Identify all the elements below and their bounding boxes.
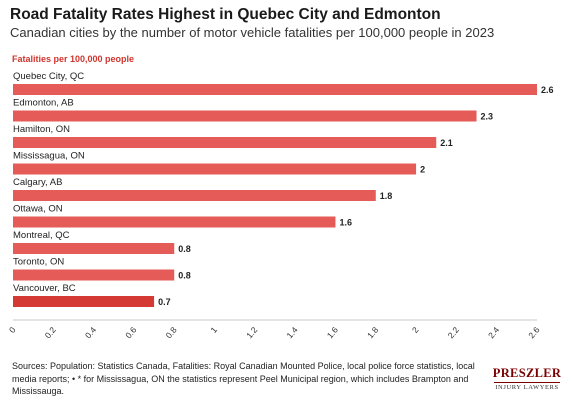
category-label: Edmonton, AB (13, 98, 74, 109)
x-tick-label: 0.2 (43, 325, 58, 341)
bar (13, 296, 155, 307)
category-label: Toronto, ON (13, 257, 64, 268)
logo-name: PRESZLER (492, 366, 562, 380)
value-label: 2.6 (541, 85, 554, 95)
x-tick-label: 1.4 (284, 325, 299, 341)
bar (13, 269, 175, 281)
category-label: Ottawa, ON (13, 204, 63, 215)
bar (13, 163, 417, 175)
category-label: Quebec City, QC (13, 71, 84, 82)
x-tick-label: 1.6 (325, 325, 340, 341)
value-label: 2.3 (481, 112, 494, 122)
bar (13, 190, 376, 201)
x-tick-label: 2 (410, 325, 421, 335)
x-tick-label: 2.6 (526, 325, 541, 341)
category-label: Calgary, AB (13, 177, 62, 188)
x-tick-label: 1.2 (244, 325, 259, 341)
x-tick-label: 2.2 (446, 325, 461, 341)
unit-label: Fatalities per 100,000 people (12, 54, 135, 64)
bar (13, 216, 336, 228)
chart-title: Road Fatality Rates Highest in Quebec Ci… (10, 6, 441, 23)
logo-divider (494, 382, 560, 383)
x-tick-label: 0.8 (163, 325, 178, 341)
chart-subtitle: Canadian cities by the number of motor v… (10, 25, 495, 40)
value-label: 2 (420, 165, 425, 175)
x-tick-label: 0.6 (123, 325, 138, 341)
x-tick-label: 1.8 (365, 325, 380, 341)
x-tick-label: 0.4 (83, 325, 98, 341)
category-label: Mississagua, ON (13, 151, 85, 162)
value-label: 0.8 (178, 271, 191, 281)
x-tick-label: 1 (208, 325, 219, 335)
bar (13, 84, 537, 95)
value-label: 2.1 (440, 138, 453, 148)
bar (13, 110, 477, 122)
value-label: 1.6 (339, 218, 352, 228)
logo-tagline: INJURY LAWYERS (495, 384, 559, 391)
bar (13, 137, 437, 148)
category-label: Hamilton, ON (13, 124, 70, 135)
x-tick-label: 0 (7, 325, 18, 335)
value-label: 1.8 (380, 191, 393, 201)
bar-chart: Quebec City, QC 2.6 Edmonton, AB 2.3 Hamilto… (7, 71, 554, 341)
value-label: 0.7 (158, 297, 171, 307)
category-label: Vancouver, BC (13, 283, 76, 294)
category-label: Montreal, QC (13, 230, 70, 241)
bar (13, 243, 175, 254)
x-tick-label: 2.4 (486, 325, 501, 341)
sources-note: Sources: Population: Statistics Canada, … (12, 361, 475, 396)
preszler-logo: PRESZLER INJURY LAWYERS (492, 366, 562, 391)
value-label: 0.8 (178, 244, 191, 254)
